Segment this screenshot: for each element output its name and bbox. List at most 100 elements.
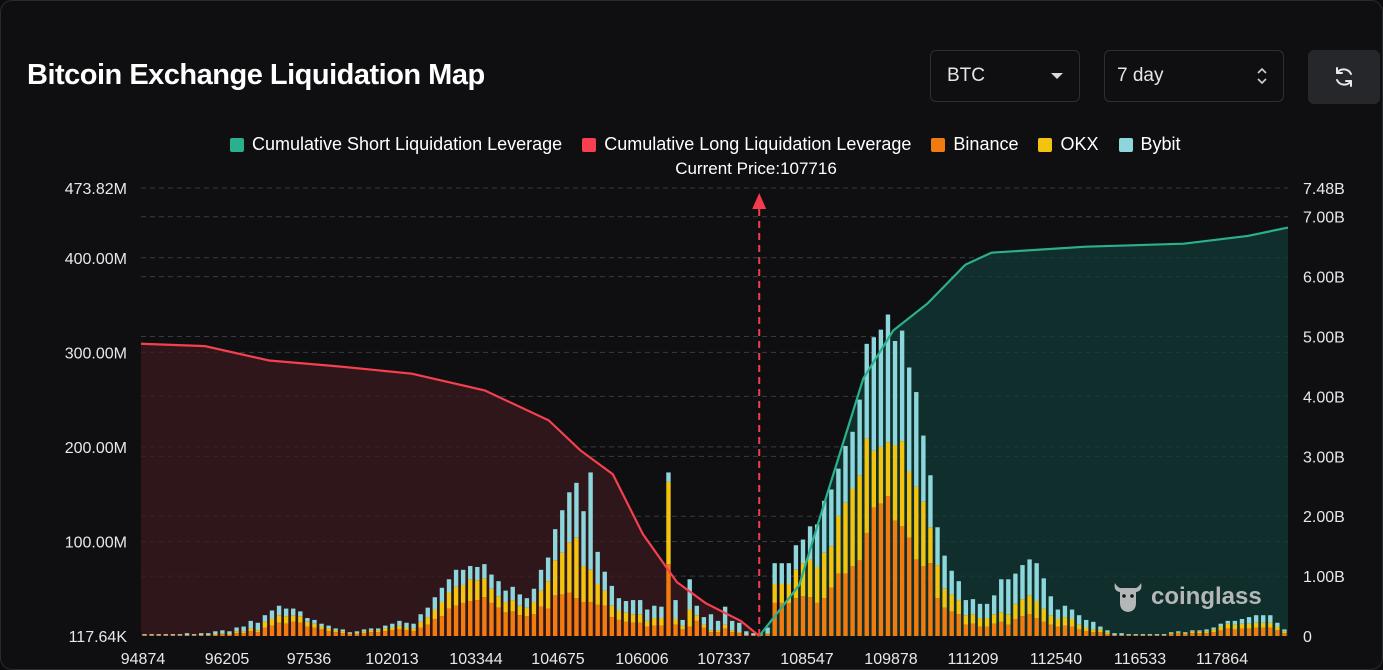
bar-binance bbox=[1168, 634, 1174, 636]
bar-binance bbox=[446, 608, 452, 636]
bar-bybit bbox=[595, 551, 600, 584]
bar-okx bbox=[1275, 626, 1280, 631]
bar-bybit bbox=[963, 600, 969, 616]
bar-binance bbox=[588, 601, 593, 636]
bar-okx bbox=[581, 566, 586, 602]
bar-binance bbox=[1091, 632, 1096, 636]
legend-item-long[interactable]: Cumulative Long Liquidation Leverage bbox=[582, 134, 911, 155]
bar-binance bbox=[368, 632, 374, 636]
bar-bybit bbox=[404, 622, 409, 628]
bar-okx bbox=[907, 471, 912, 538]
coin-select[interactable]: BTC bbox=[930, 50, 1080, 102]
bar-okx bbox=[383, 628, 388, 632]
bar-bybit bbox=[751, 633, 756, 636]
bar-binance bbox=[567, 592, 572, 636]
refresh-icon bbox=[1336, 67, 1352, 87]
bar-bybit bbox=[730, 620, 735, 631]
bar-okx bbox=[404, 627, 409, 631]
bar-bybit bbox=[1084, 619, 1089, 628]
bar-binance bbox=[730, 632, 735, 636]
bar-bybit bbox=[1119, 633, 1124, 636]
bar-binance bbox=[276, 622, 282, 636]
bar-bybit bbox=[687, 579, 692, 610]
bar-binance bbox=[496, 607, 501, 636]
refresh-button[interactable] bbox=[1308, 50, 1380, 104]
bar-okx bbox=[269, 618, 275, 626]
bar-okx bbox=[850, 488, 855, 567]
bar-bybit bbox=[552, 529, 558, 561]
bar-okx bbox=[857, 475, 862, 561]
bar-binance bbox=[1197, 633, 1202, 636]
bar-okx bbox=[1105, 632, 1110, 635]
bar-binance bbox=[1084, 631, 1089, 636]
cumulative-short-line bbox=[758, 226, 1289, 637]
legend-item-binance[interactable]: Binance bbox=[931, 134, 1018, 155]
bar-binance bbox=[687, 626, 692, 636]
bar-okx bbox=[864, 438, 869, 533]
bar-binance bbox=[1126, 635, 1131, 636]
bar-okx bbox=[737, 632, 742, 634]
bar-okx bbox=[1218, 626, 1223, 631]
bar-bybit bbox=[425, 607, 430, 618]
bar-binance bbox=[1069, 626, 1075, 636]
bar-okx bbox=[921, 501, 926, 567]
bar-okx bbox=[1197, 631, 1202, 634]
bar-binance bbox=[829, 587, 834, 636]
bar-bybit bbox=[482, 564, 487, 579]
bar-bybit bbox=[1112, 633, 1117, 636]
bar-okx bbox=[1091, 629, 1096, 633]
legend-item-okx[interactable]: OKX bbox=[1038, 134, 1099, 155]
bar-binance bbox=[383, 631, 388, 636]
bar-bybit bbox=[347, 632, 353, 634]
bar-bybit bbox=[276, 605, 282, 616]
bar-okx bbox=[687, 609, 692, 627]
bar-bybit bbox=[1168, 632, 1174, 634]
bar-bybit bbox=[928, 475, 933, 528]
bar-bybit bbox=[354, 631, 360, 634]
bar-bybit bbox=[503, 590, 508, 602]
bar-bybit bbox=[907, 367, 912, 472]
bar-okx bbox=[560, 552, 565, 595]
bar-binance bbox=[659, 625, 664, 636]
legend-item-short[interactable]: Cumulative Short Liquidation Leverage bbox=[230, 134, 562, 155]
bar-okx bbox=[1176, 632, 1181, 634]
bar-binance bbox=[411, 631, 416, 636]
bar-okx bbox=[489, 588, 494, 603]
bar-okx bbox=[220, 633, 225, 635]
bar-binance bbox=[418, 627, 423, 636]
bar-binance bbox=[1034, 618, 1039, 636]
bar-bybit bbox=[1204, 629, 1209, 632]
legend-swatch-long bbox=[582, 137, 597, 152]
bar-okx bbox=[1055, 618, 1061, 627]
legend-item-bybit[interactable]: Bybit bbox=[1118, 134, 1181, 155]
bar-bybit bbox=[737, 622, 742, 633]
bar-bybit bbox=[991, 595, 997, 615]
bar-okx bbox=[319, 626, 324, 630]
bar-okx bbox=[567, 542, 572, 593]
bar-okx bbox=[1225, 623, 1231, 629]
bar-binance bbox=[694, 620, 699, 636]
bar-bybit bbox=[800, 539, 806, 564]
bar-binance bbox=[1204, 633, 1209, 636]
bar-binance bbox=[602, 605, 607, 636]
bar-bybit bbox=[248, 620, 253, 629]
bar-bybit bbox=[652, 605, 657, 619]
legend-label-okx: OKX bbox=[1060, 134, 1099, 154]
bar-okx bbox=[659, 618, 664, 626]
bar-bybit bbox=[496, 581, 501, 597]
bar-bybit bbox=[836, 468, 841, 516]
bar-binance bbox=[574, 598, 579, 636]
bar-binance bbox=[1154, 635, 1160, 636]
bar-binance bbox=[1020, 616, 1025, 636]
bar-okx bbox=[241, 631, 246, 634]
bar-okx bbox=[347, 633, 353, 635]
range-select[interactable]: 7 day bbox=[1104, 50, 1284, 102]
legend-swatch-short bbox=[230, 137, 244, 152]
legend-label-long: Cumulative Long Liquidation Leverage bbox=[604, 134, 912, 154]
bar-okx bbox=[814, 566, 820, 603]
bar-binance bbox=[1105, 634, 1110, 636]
bar-okx bbox=[425, 617, 430, 625]
y-right-tick-label: 0 bbox=[1303, 629, 1312, 646]
bar-bybit bbox=[1013, 573, 1018, 604]
bar-okx bbox=[680, 625, 685, 630]
